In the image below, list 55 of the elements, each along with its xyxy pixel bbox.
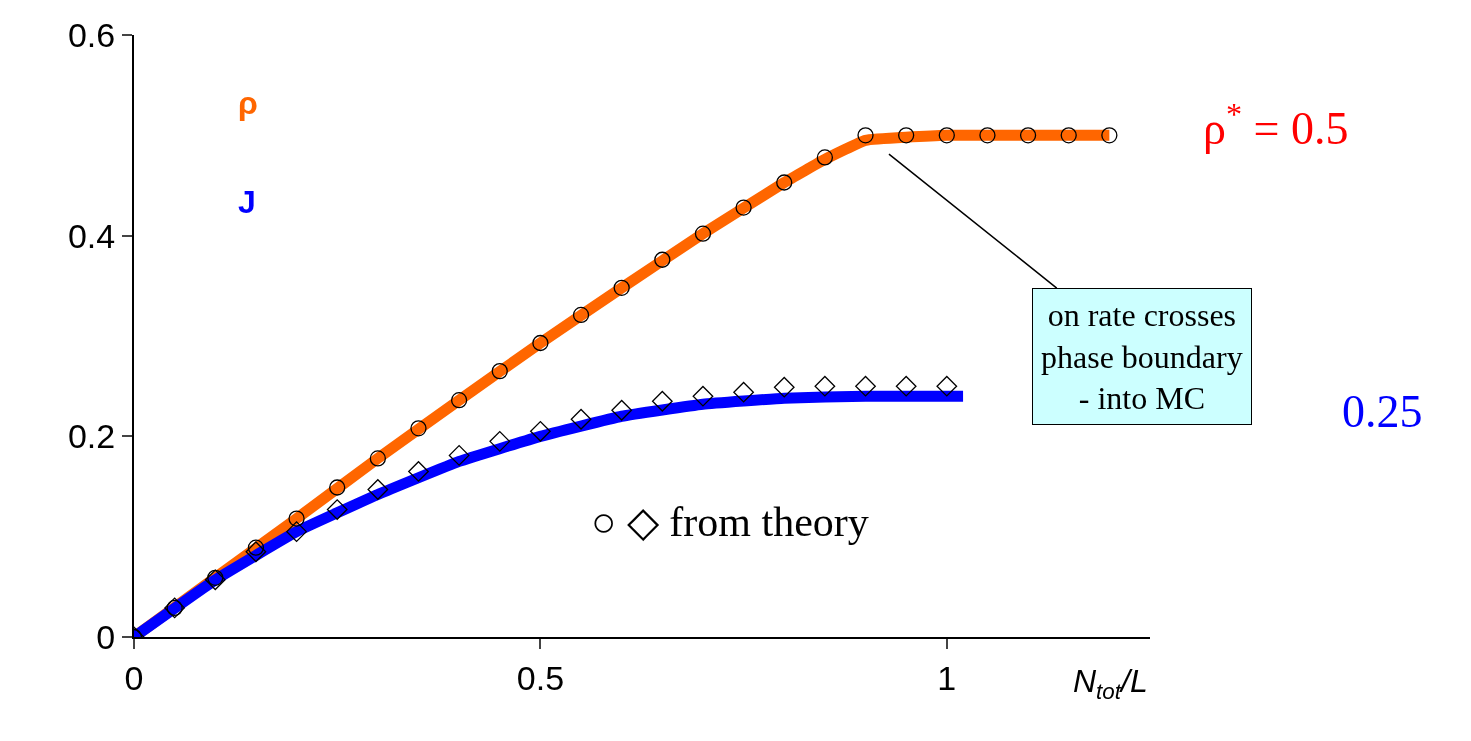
point xyxy=(938,127,955,144)
point xyxy=(369,450,386,467)
text: 0.25 xyxy=(1342,386,1423,437)
point xyxy=(1060,127,1077,144)
point xyxy=(735,199,752,216)
annotation: on rate crosses phase boundary - into MC xyxy=(1041,297,1243,417)
point xyxy=(692,385,714,407)
y-tick-label: 0.4 xyxy=(67,216,116,255)
point xyxy=(816,149,834,166)
point xyxy=(857,127,874,144)
point xyxy=(651,390,673,412)
point xyxy=(1019,127,1037,144)
point xyxy=(694,225,712,242)
point xyxy=(895,375,917,397)
point xyxy=(204,569,226,591)
point xyxy=(408,461,429,482)
point xyxy=(898,127,915,144)
point xyxy=(491,362,508,380)
point xyxy=(367,479,389,500)
point xyxy=(773,376,795,398)
point xyxy=(286,521,307,543)
point xyxy=(776,174,793,191)
point xyxy=(855,375,876,397)
annotation: ○ ◇ from theory xyxy=(591,499,869,545)
point xyxy=(489,430,511,452)
annotation: ρ xyxy=(238,85,258,121)
y-tick-label: 0.6 xyxy=(67,15,116,54)
point xyxy=(329,479,346,496)
point xyxy=(288,510,305,527)
point xyxy=(530,420,551,442)
point xyxy=(570,408,592,430)
point xyxy=(326,499,348,520)
point xyxy=(572,306,590,324)
point xyxy=(979,127,996,144)
x-tick-label: 1 xyxy=(937,658,957,697)
point xyxy=(1101,127,1118,144)
text: ρ$^{*}$ = 0.5 xyxy=(1203,96,1349,155)
point xyxy=(814,375,836,397)
y-tick-label: 0 xyxy=(96,617,116,656)
point xyxy=(247,539,265,556)
y-tick-label: 0.2 xyxy=(67,417,116,456)
point xyxy=(613,279,630,296)
x-axis-title: N$_{tot}$/L xyxy=(1073,663,1148,704)
x-tick-label: 0 xyxy=(124,658,144,697)
x-tick-label: 0.5 xyxy=(516,658,565,697)
annotation: J xyxy=(238,184,256,220)
point xyxy=(410,420,427,437)
point xyxy=(245,541,267,563)
point xyxy=(936,375,958,397)
point xyxy=(450,392,468,409)
point xyxy=(611,399,633,421)
point xyxy=(733,381,754,403)
point xyxy=(532,334,549,352)
point xyxy=(654,251,671,268)
point xyxy=(448,445,470,466)
